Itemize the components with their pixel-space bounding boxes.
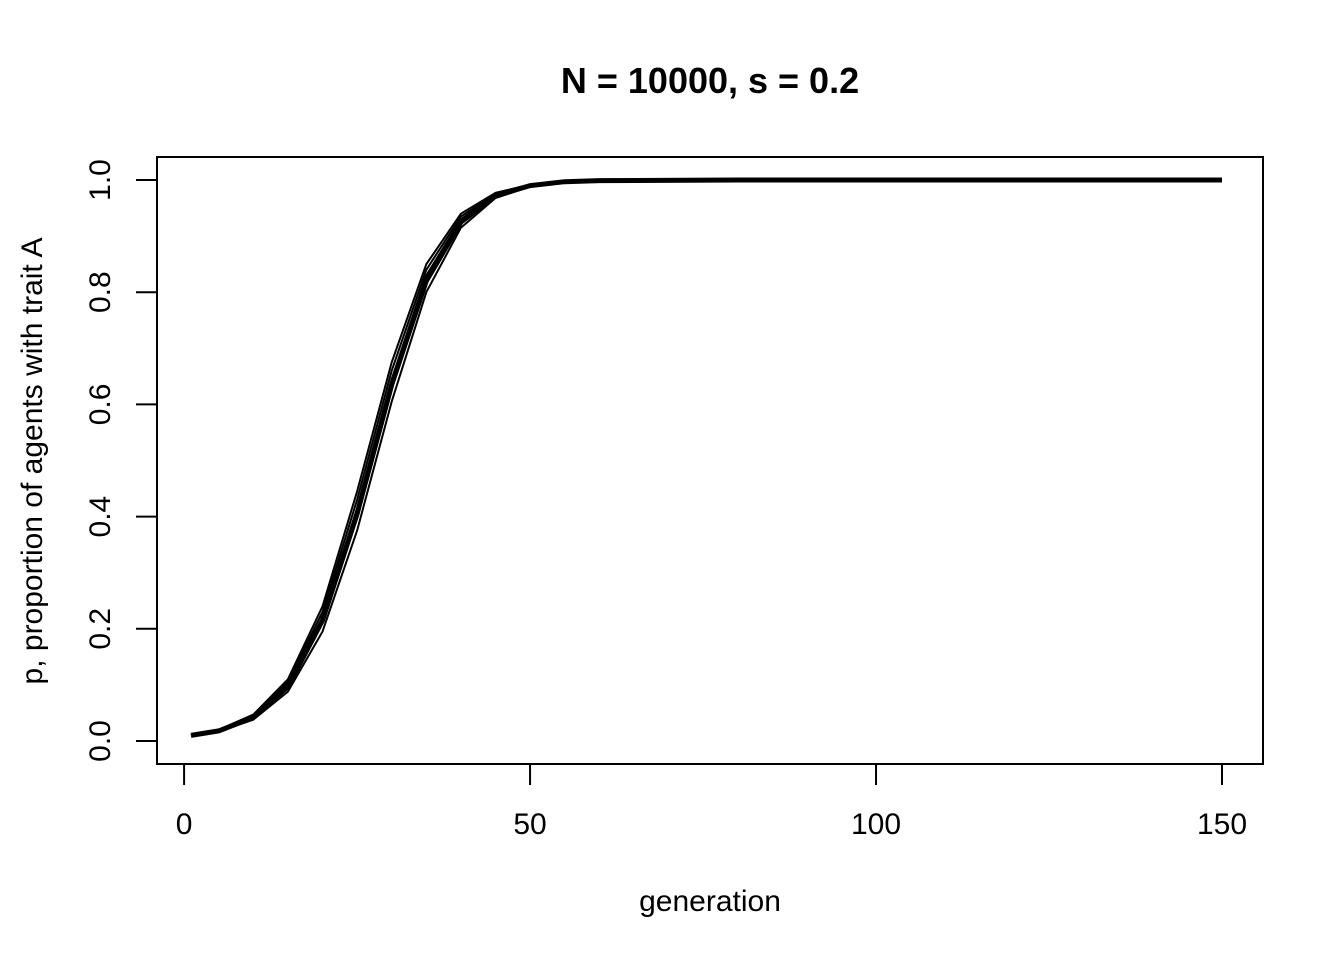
series-line-2 — [190, 179, 1222, 737]
x-tick-label: 0 — [176, 808, 193, 841]
x-tick-label: 50 — [513, 808, 546, 841]
y-tick-label: 0.0 — [84, 720, 117, 762]
y-tick-label: 0.2 — [84, 608, 117, 650]
series-line-4 — [190, 179, 1222, 737]
chart-title: N = 10000, s = 0.2 — [561, 60, 859, 101]
series-layer — [190, 177, 1222, 738]
series-line-3 — [190, 179, 1222, 737]
x-tick-label: 150 — [1197, 808, 1247, 841]
y-axis-label: p, proportion of agents with trait A — [16, 238, 49, 685]
y-axis: 0.0 0.2 0.4 0.6 0.8 1.0 — [84, 159, 158, 762]
plot-frame — [156, 156, 1264, 765]
series-line-1 — [190, 179, 1222, 737]
y-tick-label: 1.0 — [84, 159, 117, 201]
x-axis: 0 50 100 150 — [176, 763, 1247, 841]
series-line-5 — [190, 179, 1222, 737]
x-tick-label: 100 — [851, 808, 901, 841]
series-line-bold — [190, 177, 1222, 738]
x-axis-label: generation — [639, 885, 781, 918]
y-tick-label: 0.4 — [84, 496, 117, 538]
y-tick-label: 0.8 — [84, 271, 117, 313]
y-tick-label: 0.6 — [84, 384, 117, 426]
